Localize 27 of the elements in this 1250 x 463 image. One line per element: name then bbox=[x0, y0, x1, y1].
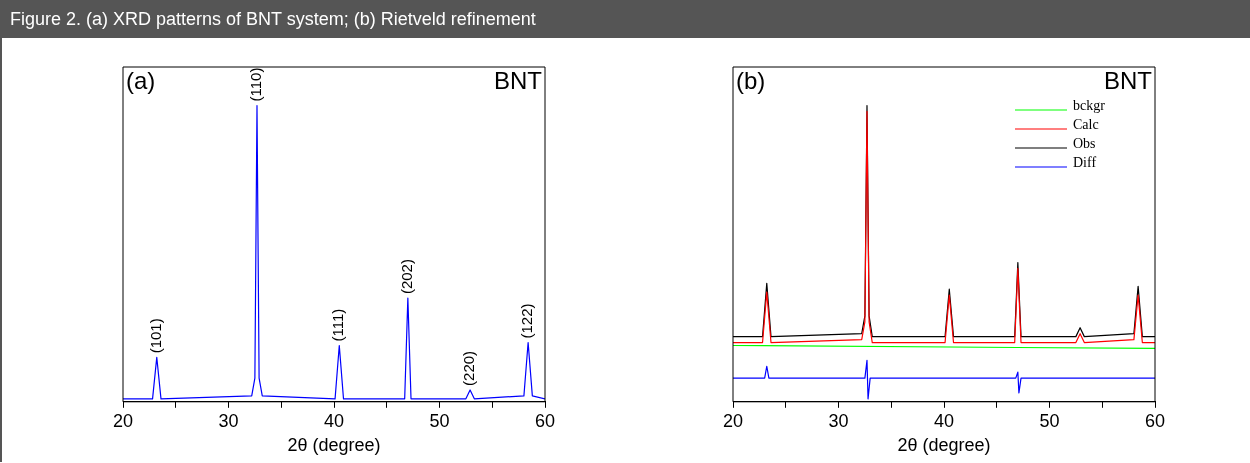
x-tick-label: 60 bbox=[534, 410, 556, 431]
legend-label: Calc bbox=[1073, 116, 1099, 132]
x-tick-label: 40 bbox=[933, 410, 955, 431]
legend-label: Diff bbox=[1073, 154, 1097, 170]
legend-label: Obs bbox=[1073, 135, 1096, 151]
x-tick-label: 50 bbox=[1039, 410, 1060, 431]
annotation: (101) bbox=[146, 318, 164, 354]
annotation: (122) bbox=[518, 303, 536, 339]
annotation: (110) bbox=[247, 67, 265, 102]
x-axis-title: 2θ (degree) bbox=[897, 435, 991, 456]
annotation: (111) bbox=[329, 308, 347, 342]
annotation: (202) bbox=[397, 259, 415, 295]
legend-label: bckgr bbox=[1073, 97, 1106, 113]
text: (b) bbox=[736, 66, 766, 94]
x-tick-label: 50 bbox=[429, 410, 450, 431]
x-tick-label: 20 bbox=[723, 410, 744, 431]
x-tick-label: 20 bbox=[113, 410, 134, 431]
chart-title: Figure 2. (a) XRD patterns of BNT system; (b) Rietveld refinement bbox=[0, 0, 1250, 38]
text: (a) bbox=[126, 66, 156, 94]
annotation: (220) bbox=[460, 350, 478, 386]
x-tick-label: 30 bbox=[218, 410, 239, 431]
x-tick-label: 60 bbox=[1144, 410, 1166, 431]
x-tick-label: 40 bbox=[323, 410, 345, 431]
x-tick-label: 30 bbox=[828, 410, 849, 431]
text: BNT bbox=[1104, 66, 1153, 94]
text: BNT bbox=[494, 66, 543, 94]
x-axis-title: 2θ (degree) bbox=[287, 435, 381, 456]
